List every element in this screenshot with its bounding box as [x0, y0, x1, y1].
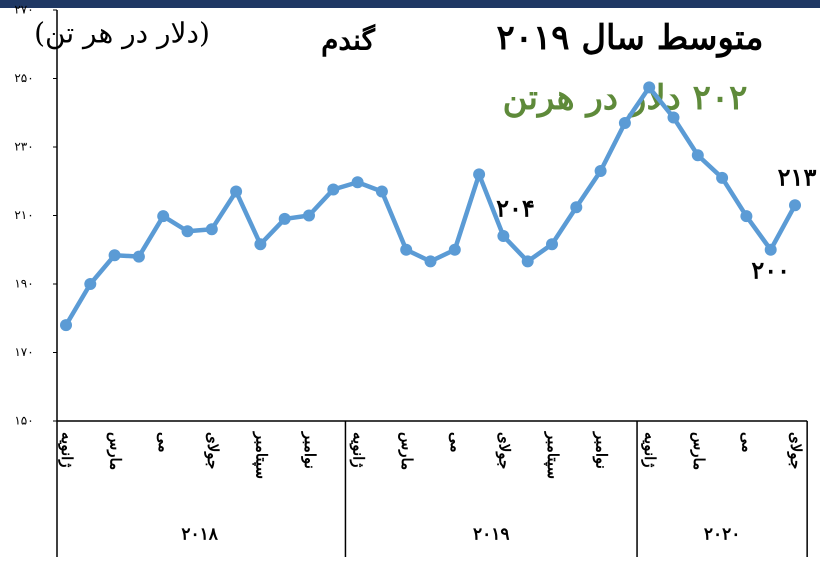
data-label: ۲۱۳: [778, 163, 817, 192]
data-point: [205, 223, 218, 236]
x-tick-label: می: [447, 432, 465, 453]
data-point: [132, 250, 145, 263]
data-point: [278, 212, 291, 225]
x-tick-label: نوامبر: [593, 431, 611, 469]
data-point: [181, 225, 194, 238]
data-point: [303, 209, 315, 222]
x-tick-label: مارس: [398, 432, 416, 470]
x-tick-label: می: [155, 432, 173, 453]
data-point: [351, 176, 364, 189]
data-label: ۲۰۰: [751, 255, 790, 284]
data-point: [594, 164, 607, 177]
data-point: [716, 171, 729, 184]
data-point: [424, 255, 437, 268]
y-tick-label: ۲۳۰: [14, 140, 33, 154]
y-tick-label: ۲۱۰: [14, 208, 33, 222]
x-tick-label: جولای: [495, 432, 513, 469]
data-point: [740, 210, 753, 223]
group-label: ۲۰۲۰: [704, 525, 741, 545]
x-tick-label: سپتامبر: [543, 431, 562, 479]
data-label: ۲۰۴: [496, 194, 535, 223]
x-tick-label: ژانویه: [58, 432, 76, 468]
y-tick-label: ۱۵۰: [14, 414, 33, 428]
data-point: [521, 255, 534, 268]
annotation: گندم: [321, 24, 375, 58]
data-point: [400, 243, 413, 256]
y-tick-label: ۱۹۰: [14, 277, 33, 291]
data-point: [473, 168, 486, 181]
data-point: [667, 111, 680, 124]
x-tick-label: جولای: [204, 432, 222, 469]
data-point: [230, 185, 243, 198]
y-axis-label: (دلار در هر تن): [34, 17, 210, 50]
data-point: [546, 238, 558, 251]
data-point: [108, 249, 121, 262]
group-label: ۲۰۱۹: [473, 525, 510, 545]
data-point: [157, 210, 170, 223]
axes: [53, 9, 808, 557]
x-tick-label: می: [738, 432, 756, 453]
data-point: [643, 81, 656, 94]
data-point: [254, 238, 267, 251]
chart-subtitle: ۲۰۲ دلار در هرتن: [503, 78, 748, 118]
y-tick-label: ۱۷۰: [14, 345, 33, 359]
data-point: [789, 199, 801, 212]
x-tick-label: مارس: [107, 432, 125, 470]
x-tick-label: جولای: [787, 432, 805, 469]
x-tick-label: سپتامبر: [251, 431, 270, 479]
data-point: [327, 183, 340, 196]
data-point: [618, 117, 631, 130]
series-line: [64, 85, 797, 327]
data-point: [764, 243, 777, 256]
x-tick-label: مارس: [690, 432, 708, 470]
x-tick-label: ژانویه: [350, 432, 368, 468]
y-tick-label: ۲۷۰: [14, 3, 33, 17]
data-point: [448, 243, 461, 256]
x-tick-label: ژانویه: [641, 432, 659, 468]
data-point: [691, 149, 704, 162]
data-point: [497, 230, 510, 243]
chart-title: متوسط سال ۲۰۱۹: [496, 18, 763, 58]
x-tick-label: نوامبر: [301, 431, 319, 469]
data-point: [570, 201, 583, 214]
top-bar: [0, 0, 820, 8]
group-label: ۲۰۱۸: [181, 525, 218, 545]
y-tick-label: ۲۵۰: [14, 71, 33, 85]
data-point: [375, 185, 388, 198]
data-point: [60, 319, 72, 332]
data-point: [84, 278, 97, 290]
